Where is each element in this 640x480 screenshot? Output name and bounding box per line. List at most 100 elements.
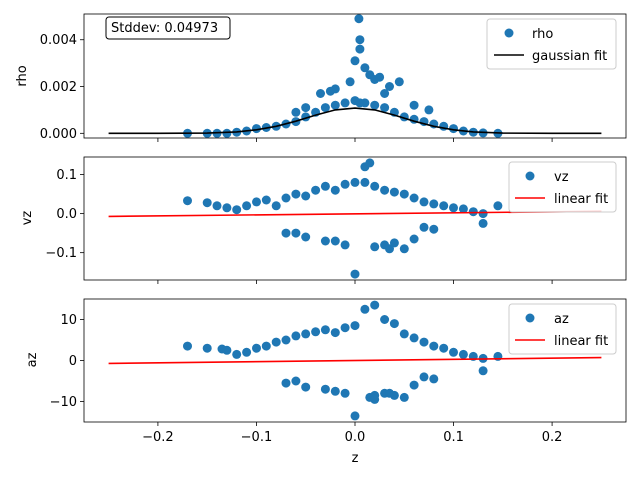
point-vz-0 bbox=[183, 196, 192, 206]
legend-marker-az bbox=[525, 313, 535, 323]
point-az-14 bbox=[330, 328, 340, 338]
point-vz-41 bbox=[281, 228, 291, 238]
point-vz-20 bbox=[389, 187, 399, 197]
point-az-20 bbox=[389, 319, 399, 329]
ytick-label-az-1: 0 bbox=[69, 354, 77, 369]
legend-frame-az bbox=[508, 303, 617, 355]
point-rho-3 bbox=[222, 128, 232, 138]
panel-rho: 0.000 0.002 0.004 rho Stddev: 0.04973 rho … bbox=[15, 13, 627, 142]
xlabel-z: z bbox=[352, 451, 359, 466]
point-rho-50 bbox=[355, 35, 365, 45]
ytick-label-vz-1: 0.0 bbox=[56, 207, 77, 222]
point-az-39 bbox=[409, 380, 419, 390]
annotation-frame bbox=[105, 16, 231, 40]
marks-vz bbox=[108, 158, 602, 279]
point-vz-36 bbox=[399, 244, 409, 254]
point-rho-49 bbox=[354, 14, 364, 24]
point-vz-8 bbox=[271, 201, 281, 211]
point-rho-46 bbox=[380, 89, 390, 98]
point-vz-3 bbox=[222, 203, 232, 213]
yticks-az: −10 0 10 bbox=[50, 313, 84, 410]
point-vz-33 bbox=[365, 158, 375, 168]
point-vz-15 bbox=[340, 179, 350, 189]
point-rho-47 bbox=[409, 100, 419, 110]
yticks-rho: 0.000 0.002 0.004 bbox=[40, 33, 84, 142]
xticks-rho bbox=[157, 138, 553, 142]
point-az-41 bbox=[281, 378, 291, 388]
point-vz-10 bbox=[291, 189, 301, 199]
point-vz-26 bbox=[449, 203, 458, 213]
point-rho-34 bbox=[345, 77, 355, 87]
point-rho-40 bbox=[375, 72, 385, 82]
point-vz-18 bbox=[370, 181, 380, 191]
point-vz-14 bbox=[330, 185, 340, 195]
legend-label-linear-fit-az: linear fit bbox=[554, 334, 608, 349]
annotation-box: Stddev: 0.04973 bbox=[105, 16, 231, 40]
legend-label-az: az bbox=[554, 312, 569, 327]
point-vz-21 bbox=[399, 189, 409, 199]
point-vz-39 bbox=[409, 234, 419, 244]
legend-frame-rho bbox=[486, 18, 617, 70]
xticks-vz bbox=[157, 280, 553, 284]
point-vz-17 bbox=[360, 177, 370, 187]
point-vz-12 bbox=[311, 185, 321, 195]
point-rho-14 bbox=[330, 100, 340, 110]
legend-rho: rho gaussian fit bbox=[486, 18, 617, 70]
legend-frame-vz bbox=[508, 161, 617, 213]
point-az-22 bbox=[409, 333, 419, 343]
point-az-13 bbox=[320, 325, 330, 335]
point-rho-35 bbox=[350, 56, 360, 66]
point-az-48 bbox=[478, 366, 488, 376]
point-rho-19 bbox=[370, 100, 380, 110]
fit-line-az bbox=[108, 356, 602, 365]
legend-marker-rho bbox=[504, 28, 514, 38]
point-az-25 bbox=[439, 343, 449, 353]
xtick-label-1: −0.1 bbox=[241, 430, 273, 445]
point-vz-16 bbox=[350, 177, 360, 187]
point-vz-1 bbox=[202, 198, 212, 208]
legend-label-vz: vz bbox=[554, 170, 569, 185]
point-rho-36 bbox=[355, 44, 365, 54]
xtick-label-3: 0.1 bbox=[443, 430, 464, 445]
point-vz-38 bbox=[320, 236, 330, 246]
point-vz-19 bbox=[380, 185, 390, 195]
point-vz-34 bbox=[330, 236, 340, 246]
point-az-45 bbox=[385, 388, 394, 398]
point-vz-31 bbox=[350, 269, 360, 279]
ytick-label-az-2: 10 bbox=[60, 313, 77, 328]
point-az-15 bbox=[340, 323, 350, 333]
point-az-8 bbox=[271, 337, 281, 347]
point-vz-11 bbox=[301, 191, 311, 201]
point-az-11 bbox=[301, 329, 311, 339]
point-vz-43 bbox=[370, 242, 380, 252]
point-vz-28 bbox=[468, 207, 478, 217]
ylabel-vz: vz bbox=[20, 211, 35, 226]
ytick-label-rho-0: 0.000 bbox=[40, 127, 77, 142]
point-az-38 bbox=[320, 384, 330, 394]
point-vz-5 bbox=[242, 201, 252, 211]
point-rho-41 bbox=[385, 82, 394, 91]
point-az-9 bbox=[281, 335, 291, 345]
point-rho-26 bbox=[439, 121, 449, 131]
xtick-label-2: 0.0 bbox=[345, 430, 366, 445]
ylabel-az: az bbox=[25, 352, 40, 367]
point-az-17 bbox=[360, 304, 370, 314]
point-az-31 bbox=[350, 411, 360, 421]
point-az-36 bbox=[399, 392, 409, 402]
marks-az bbox=[108, 300, 602, 421]
point-vz-4 bbox=[232, 205, 242, 215]
point-vz-9 bbox=[281, 193, 291, 203]
point-rho-18 bbox=[360, 98, 370, 108]
xtick-label-4: 0.2 bbox=[542, 430, 563, 445]
legend-label-linear-fit-vz: linear fit bbox=[554, 192, 608, 207]
point-az-47 bbox=[419, 372, 429, 382]
point-vz-48 bbox=[478, 218, 488, 228]
point-az-12 bbox=[311, 327, 321, 337]
point-vz-24 bbox=[429, 199, 439, 209]
xticks-az: −0.2 −0.1 0.0 0.1 0.2 bbox=[142, 422, 562, 445]
panel-vz: −0.1 0.0 0.1 vz vz linear fit bbox=[20, 156, 627, 284]
point-vz-23 bbox=[419, 197, 429, 207]
legend-az: az linear fit bbox=[508, 303, 617, 355]
point-vz-45 bbox=[385, 244, 394, 254]
